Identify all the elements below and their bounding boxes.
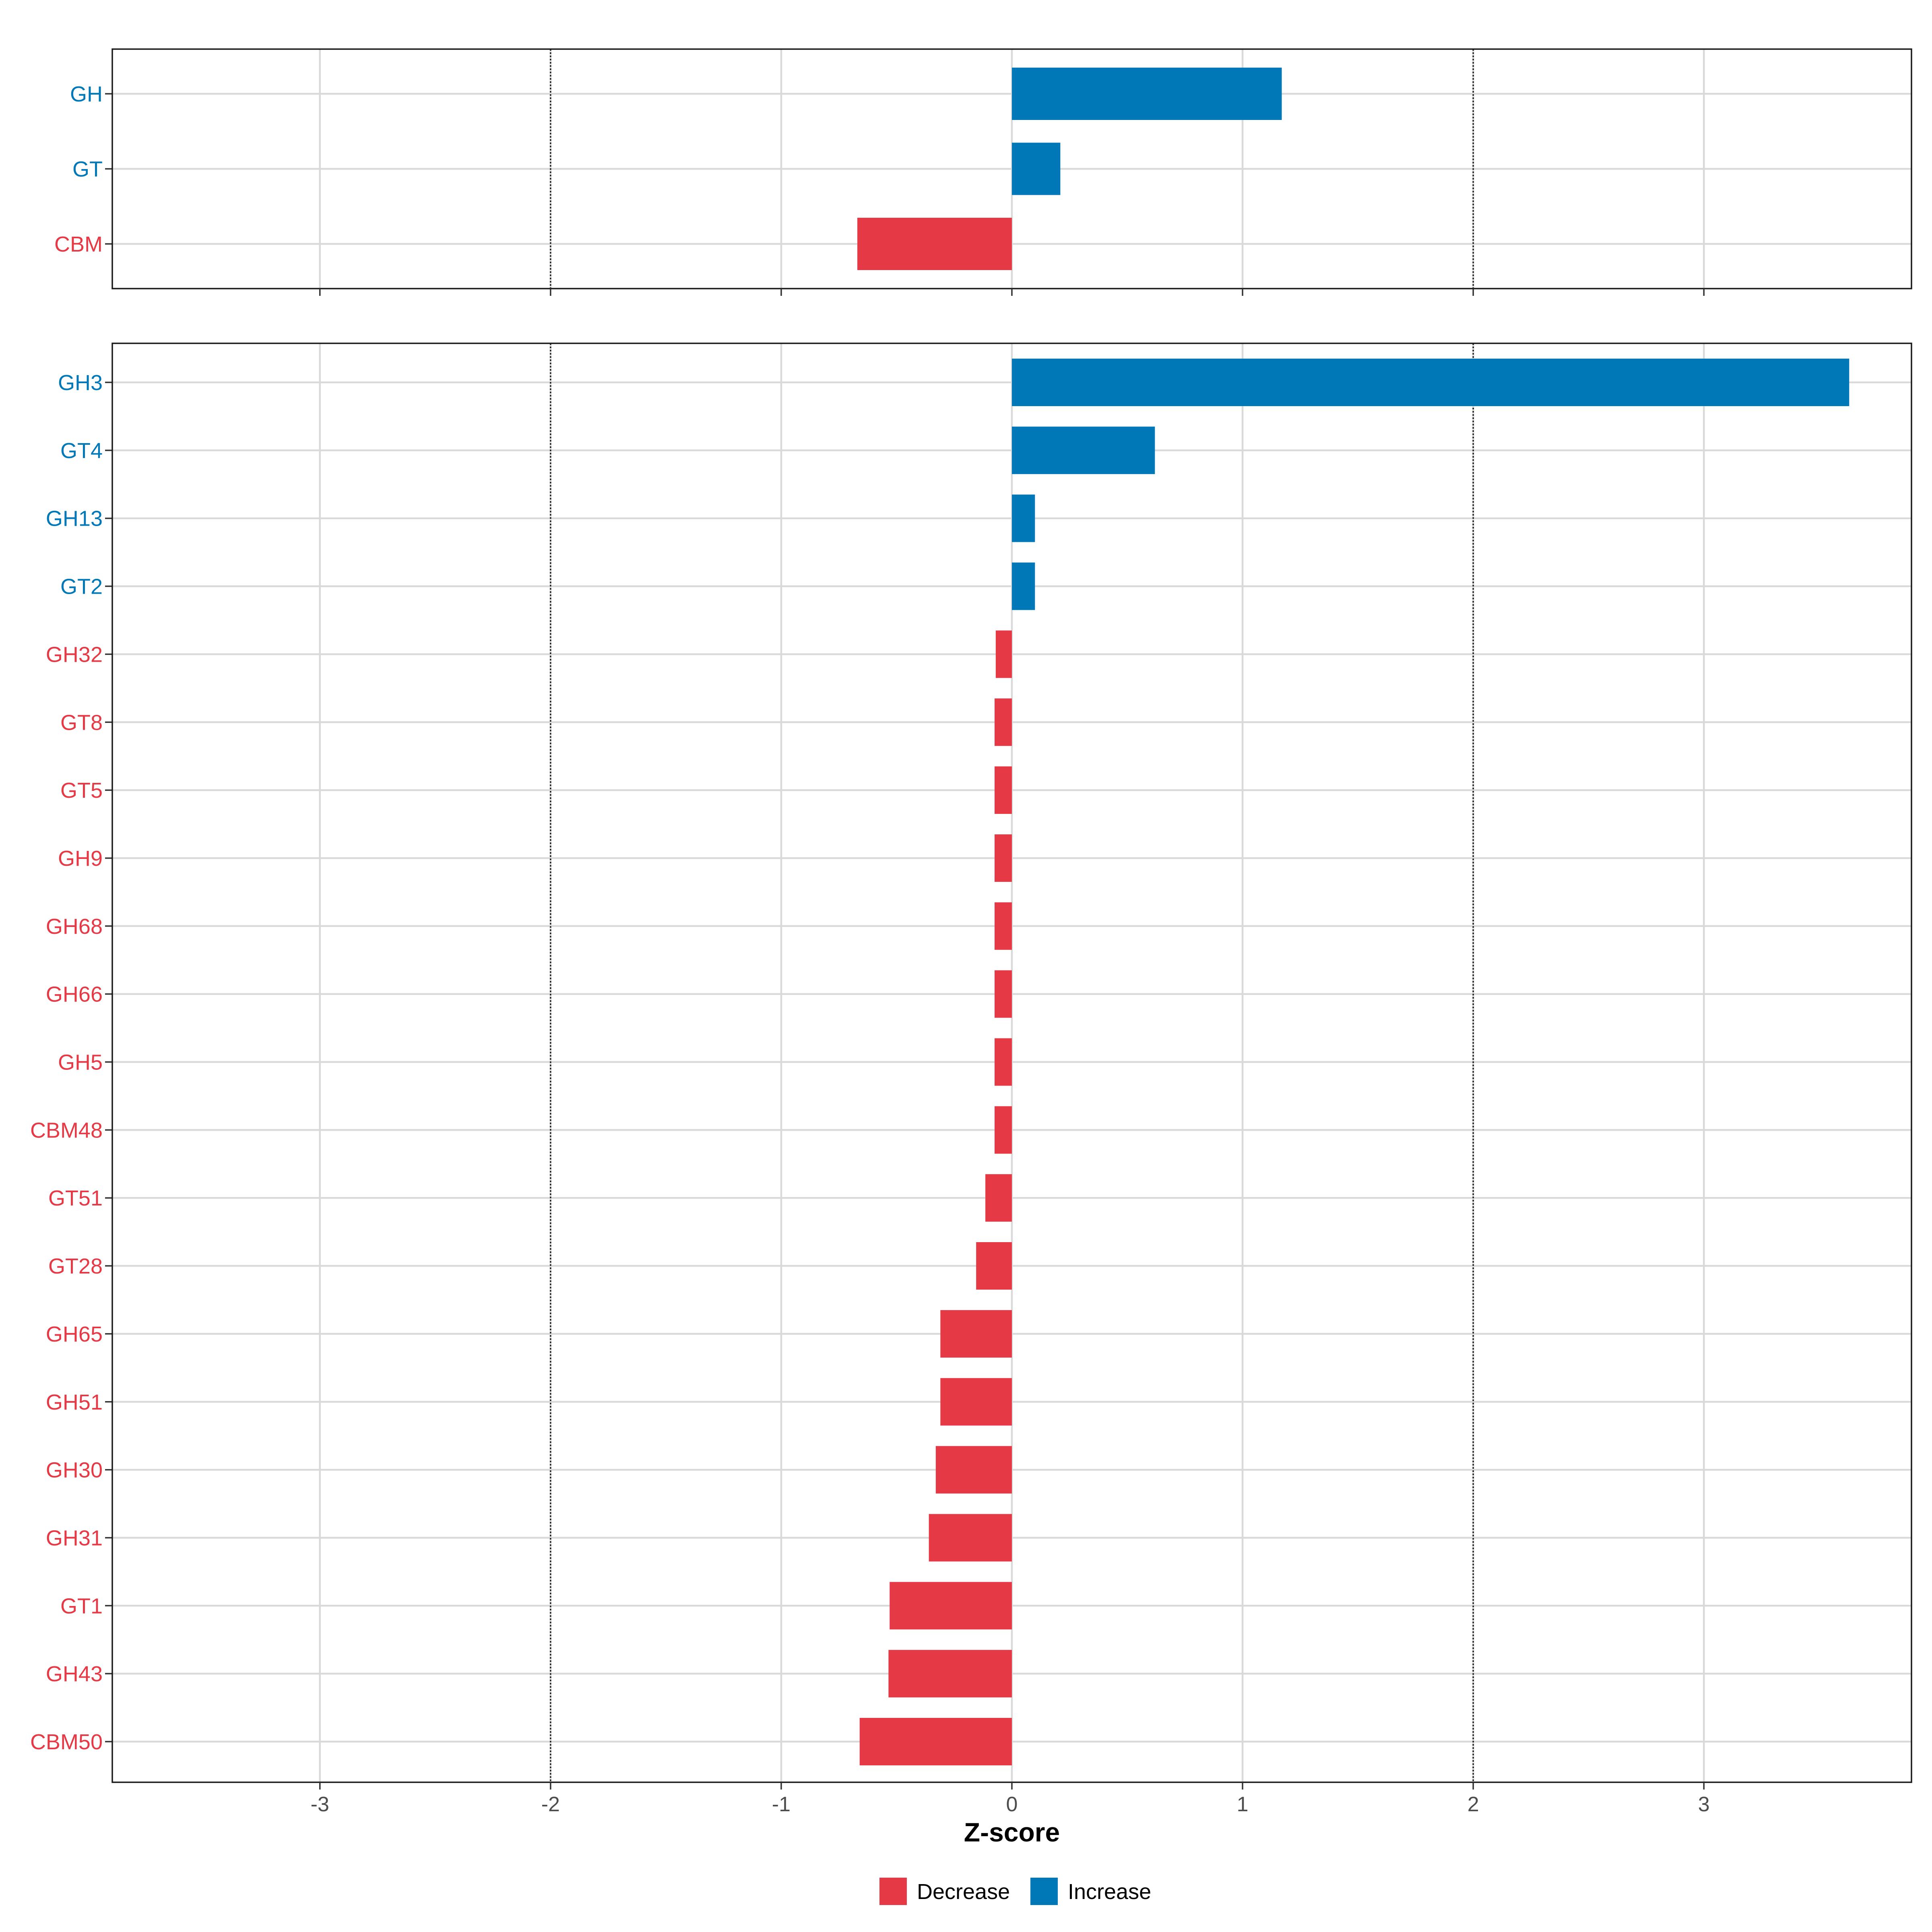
category-label: GT4	[60, 439, 103, 463]
category-label: CBM	[54, 232, 103, 256]
category-label: GT2	[60, 575, 103, 599]
x-tick-label: -1	[772, 1793, 791, 1816]
panel-subfamily: GH3 GT4 GH13 GT2 GH32 GT8 GT5 GH9 GH68 GH66 GH5 CBM…	[30, 343, 1912, 1790]
bar	[1012, 142, 1061, 195]
category-label: GT8	[60, 710, 103, 735]
bar	[995, 630, 1012, 678]
x-tick-label: 1	[1237, 1793, 1249, 1816]
category-label: GH65	[46, 1322, 103, 1346]
bar	[859, 1718, 1012, 1765]
category-label: GH66	[46, 983, 103, 1007]
x-axis: -3 -2 -1 0 1 2 3	[311, 1793, 1710, 1816]
category-label: GT1	[60, 1594, 103, 1618]
x-axis-title: Z-score	[964, 1817, 1060, 1847]
category-label: GH43	[46, 1662, 103, 1686]
category-label: GT5	[60, 778, 103, 803]
bar	[1012, 359, 1849, 406]
bar	[857, 218, 1012, 270]
bar	[940, 1310, 1012, 1358]
category-label: GH32	[46, 642, 103, 667]
legend-swatch	[1030, 1878, 1058, 1905]
legend-label: Decrease	[917, 1880, 1010, 1904]
category-label: GH3	[58, 371, 103, 395]
category-label: GH51	[46, 1390, 103, 1414]
bar	[995, 766, 1012, 814]
category-label: GH68	[46, 914, 103, 939]
bar	[1012, 68, 1282, 120]
category-label: CBM48	[30, 1118, 103, 1142]
category-label: GT28	[48, 1254, 103, 1278]
category-label: GT51	[48, 1186, 103, 1210]
bar	[995, 1106, 1012, 1154]
bar	[995, 698, 1012, 746]
legend: Decrease Increase	[879, 1878, 1151, 1905]
bar	[995, 970, 1012, 1018]
x-tick-label: -2	[541, 1793, 560, 1816]
category-label: GH5	[58, 1051, 103, 1075]
bar	[935, 1446, 1012, 1494]
category-label: CBM50	[30, 1730, 103, 1754]
bar	[995, 1038, 1012, 1086]
legend-swatch	[879, 1878, 907, 1905]
category-label: GH9	[58, 846, 103, 871]
bar	[929, 1514, 1012, 1562]
category-label: GH	[70, 82, 103, 106]
bar	[985, 1174, 1012, 1222]
category-label: GH30	[46, 1458, 103, 1482]
bar	[1012, 426, 1155, 474]
bar	[890, 1582, 1012, 1630]
category-label: GH13	[46, 507, 103, 531]
bar	[995, 902, 1012, 950]
category-label: GT	[72, 157, 103, 182]
bar	[976, 1242, 1012, 1290]
bar	[995, 834, 1012, 882]
category-label: GH31	[46, 1526, 103, 1550]
x-tick-label: 3	[1698, 1793, 1710, 1816]
x-tick-label: 0	[1006, 1793, 1018, 1816]
bar	[940, 1378, 1012, 1426]
bar	[888, 1650, 1012, 1698]
panel-family: GH GT CBM	[54, 48, 1912, 296]
x-tick-label: 2	[1468, 1793, 1479, 1816]
legend-label: Increase	[1068, 1880, 1151, 1904]
x-tick-label: -3	[311, 1793, 329, 1816]
bar	[1012, 494, 1035, 542]
bar	[1012, 562, 1035, 610]
